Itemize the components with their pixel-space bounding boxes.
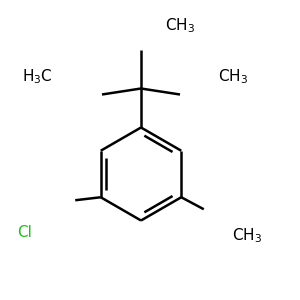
Text: CH$_3$: CH$_3$ <box>218 67 248 86</box>
Text: CH$_3$: CH$_3$ <box>165 16 195 35</box>
Text: CH$_3$: CH$_3$ <box>232 226 262 245</box>
Text: H$_3$C: H$_3$C <box>22 67 52 86</box>
Text: Cl: Cl <box>16 225 32 240</box>
